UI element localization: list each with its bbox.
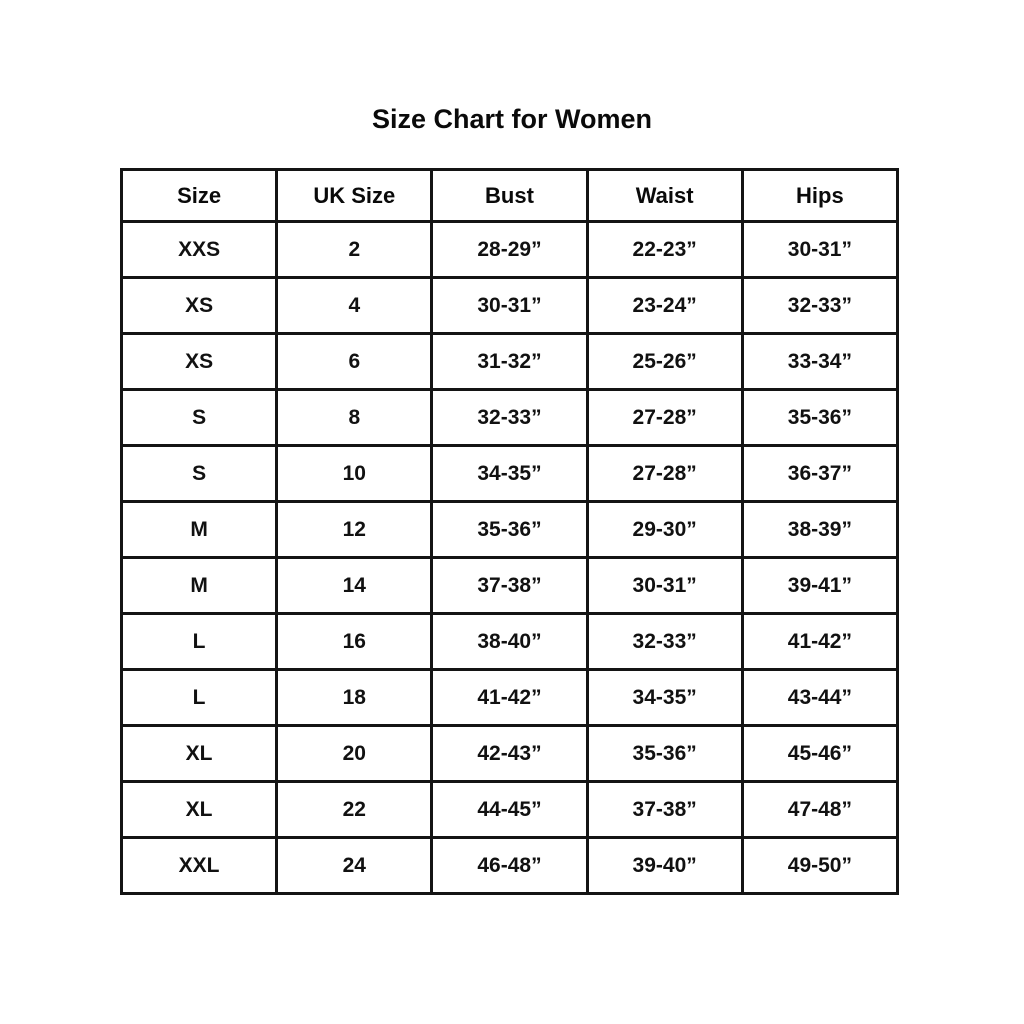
column-header-uk-size: UK Size bbox=[275, 168, 434, 223]
table-row: XXS 2 28-29” 22-23” 30-31” bbox=[119, 220, 900, 279]
column-header-hips: Hips bbox=[740, 168, 900, 223]
cell-size: XXL bbox=[119, 836, 279, 895]
cell-uk-size: 20 bbox=[275, 724, 434, 783]
table-head: Size UK Size Bust Waist Hips bbox=[119, 168, 900, 223]
cell-hips: 38-39” bbox=[740, 500, 900, 559]
cell-size: M bbox=[119, 500, 279, 559]
cell-hips: 36-37” bbox=[740, 444, 900, 503]
cell-hips: 41-42” bbox=[740, 612, 900, 671]
cell-bust: 44-45” bbox=[430, 780, 589, 839]
cell-hips: 47-48” bbox=[740, 780, 900, 839]
cell-uk-size: 24 bbox=[275, 836, 434, 895]
column-header-bust: Bust bbox=[430, 168, 589, 223]
cell-uk-size: 12 bbox=[275, 500, 434, 559]
table-body: XXS 2 28-29” 22-23” 30-31” XS 4 30-31” 2… bbox=[119, 220, 900, 895]
cell-waist: 39-40” bbox=[585, 836, 744, 895]
cell-bust: 38-40” bbox=[430, 612, 589, 671]
cell-waist: 29-30” bbox=[585, 500, 744, 559]
table-row: M 12 35-36” 29-30” 38-39” bbox=[119, 500, 900, 559]
cell-bust: 35-36” bbox=[430, 500, 589, 559]
cell-hips: 45-46” bbox=[740, 724, 900, 783]
cell-size: S bbox=[119, 388, 279, 447]
cell-hips: 33-34” bbox=[740, 332, 900, 391]
cell-size: XS bbox=[119, 332, 279, 391]
column-header-size: Size bbox=[119, 168, 279, 223]
cell-waist: 37-38” bbox=[585, 780, 744, 839]
cell-bust: 37-38” bbox=[430, 556, 589, 615]
cell-size: XS bbox=[119, 276, 279, 335]
cell-waist: 30-31” bbox=[585, 556, 744, 615]
cell-bust: 34-35” bbox=[430, 444, 589, 503]
cell-waist: 23-24” bbox=[585, 276, 744, 335]
cell-waist: 25-26” bbox=[585, 332, 744, 391]
cell-hips: 39-41” bbox=[740, 556, 900, 615]
cell-size: XL bbox=[119, 780, 279, 839]
table-header-row: Size UK Size Bust Waist Hips bbox=[119, 168, 900, 223]
cell-uk-size: 16 bbox=[275, 612, 434, 671]
cell-bust: 32-33” bbox=[430, 388, 589, 447]
cell-bust: 30-31” bbox=[430, 276, 589, 335]
table-row: XL 20 42-43” 35-36” 45-46” bbox=[119, 724, 900, 783]
cell-uk-size: 14 bbox=[275, 556, 434, 615]
table-row: M 14 37-38” 30-31” 39-41” bbox=[119, 556, 900, 615]
table-row: XS 6 31-32” 25-26” 33-34” bbox=[119, 332, 900, 391]
cell-hips: 30-31” bbox=[740, 220, 900, 279]
cell-uk-size: 2 bbox=[275, 220, 434, 279]
cell-size: XXS bbox=[119, 220, 279, 279]
cell-size: S bbox=[119, 444, 279, 503]
cell-hips: 43-44” bbox=[740, 668, 900, 727]
cell-hips: 35-36” bbox=[740, 388, 900, 447]
cell-waist: 27-28” bbox=[585, 444, 744, 503]
cell-waist: 27-28” bbox=[585, 388, 744, 447]
cell-uk-size: 22 bbox=[275, 780, 434, 839]
table-row: L 18 41-42” 34-35” 43-44” bbox=[119, 668, 900, 727]
table-row: XL 22 44-45” 37-38” 47-48” bbox=[119, 780, 900, 839]
table-row: L 16 38-40” 32-33” 41-42” bbox=[119, 612, 900, 671]
cell-bust: 28-29” bbox=[430, 220, 589, 279]
cell-waist: 35-36” bbox=[585, 724, 744, 783]
cell-uk-size: 10 bbox=[275, 444, 434, 503]
cell-uk-size: 18 bbox=[275, 668, 434, 727]
table-row: XXL 24 46-48” 39-40” 49-50” bbox=[119, 836, 900, 895]
cell-hips: 49-50” bbox=[740, 836, 900, 895]
cell-uk-size: 4 bbox=[275, 276, 434, 335]
cell-size: L bbox=[119, 612, 279, 671]
table-row: S 10 34-35” 27-28” 36-37” bbox=[119, 444, 900, 503]
cell-size: XL bbox=[119, 724, 279, 783]
cell-size: M bbox=[119, 556, 279, 615]
page-title: Size Chart for Women bbox=[371, 104, 653, 134]
cell-bust: 31-32” bbox=[430, 332, 589, 391]
cell-waist: 34-35” bbox=[585, 668, 744, 727]
cell-waist: 32-33” bbox=[585, 612, 744, 671]
cell-bust: 46-48” bbox=[430, 836, 589, 895]
cell-bust: 41-42” bbox=[430, 668, 589, 727]
size-chart-table: Size UK Size Bust Waist Hips XXS 2 28-29… bbox=[119, 168, 900, 895]
cell-uk-size: 6 bbox=[275, 332, 434, 391]
column-header-waist: Waist bbox=[585, 168, 744, 223]
cell-size: L bbox=[119, 668, 279, 727]
cell-uk-size: 8 bbox=[275, 388, 434, 447]
cell-waist: 22-23” bbox=[585, 220, 744, 279]
table-row: XS 4 30-31” 23-24” 32-33” bbox=[119, 276, 900, 335]
cell-bust: 42-43” bbox=[430, 724, 589, 783]
cell-hips: 32-33” bbox=[740, 276, 900, 335]
table-row: S 8 32-33” 27-28” 35-36” bbox=[119, 388, 900, 447]
